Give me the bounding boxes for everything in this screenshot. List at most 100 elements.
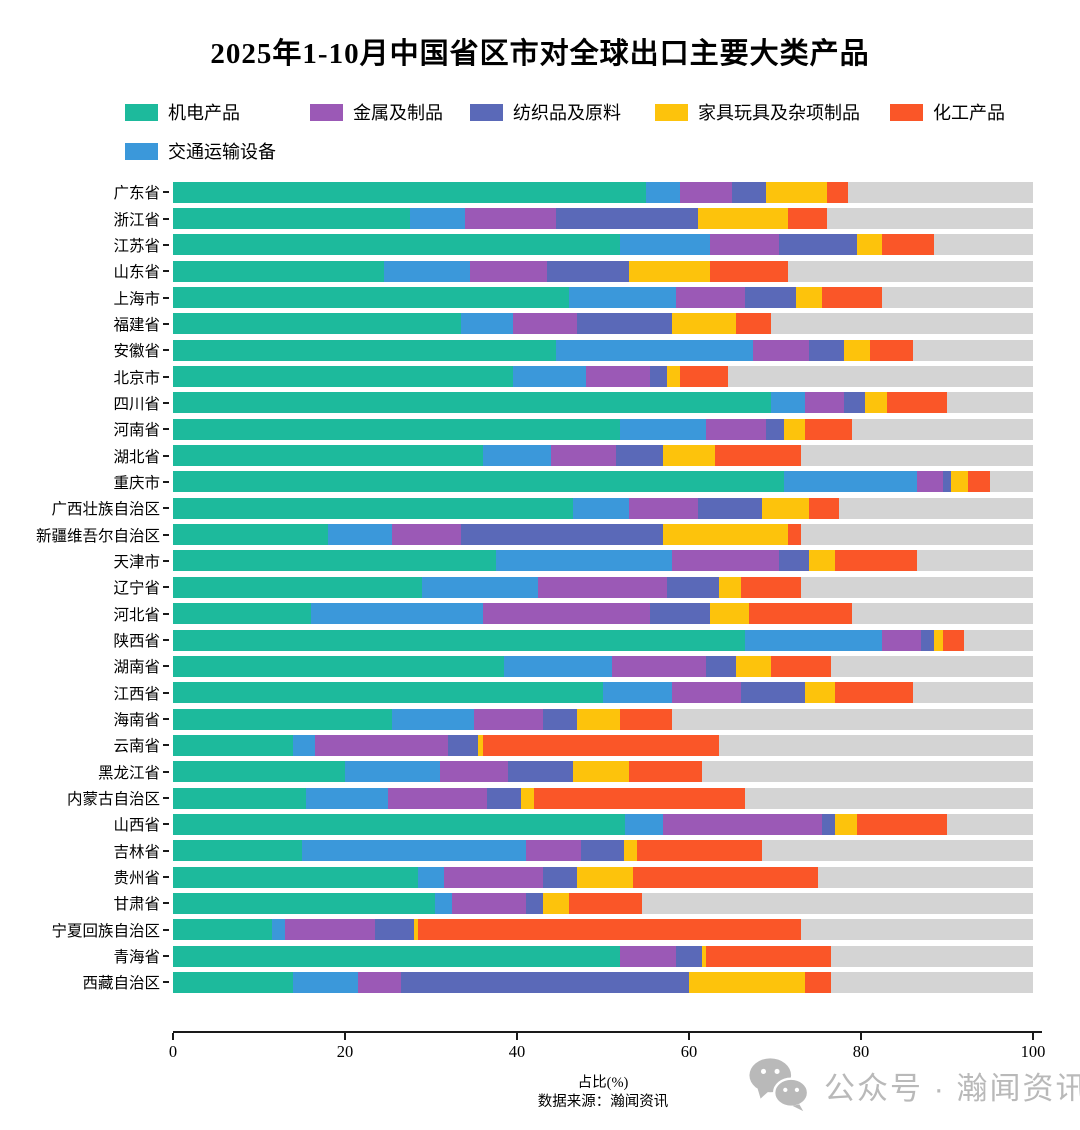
bar-segment — [667, 576, 720, 598]
bar-track — [173, 392, 1033, 414]
y-tick-mark — [163, 322, 169, 325]
y-tick-mark — [163, 691, 169, 694]
bar-segment — [805, 392, 844, 414]
bar-segment — [942, 471, 952, 493]
bar-segment — [418, 919, 801, 941]
bar-segment — [452, 892, 526, 914]
bar-segment — [671, 682, 741, 704]
bar-segment — [676, 945, 702, 967]
legend-swatch-icon — [125, 103, 158, 121]
bar-segment — [495, 550, 672, 572]
legend-swatch-icon — [655, 103, 688, 121]
legend-item-label: 交通运输设备 — [168, 142, 276, 162]
watermark: 公众号 · 瀚闻资讯 — [748, 1056, 1080, 1114]
bar-segment — [779, 234, 857, 256]
bar-segment — [400, 971, 689, 993]
bar-segment — [766, 181, 827, 203]
y-tick-mark — [163, 823, 169, 826]
bar-row: 河南省 — [0, 416, 1033, 442]
bar-segment — [173, 366, 513, 388]
category-label: 福建省 — [113, 316, 160, 334]
bar-segment — [581, 840, 625, 862]
bar-segment — [173, 445, 483, 467]
category-label: 湖南省 — [113, 659, 160, 677]
bar-segment — [620, 234, 711, 256]
bar-segment — [697, 497, 763, 519]
bar-segment — [835, 550, 917, 572]
bar-segment — [473, 708, 543, 730]
bar-segment — [869, 339, 913, 361]
bar-track — [173, 550, 1033, 572]
category-label: 江苏省 — [113, 237, 160, 255]
bar-segment — [740, 682, 806, 704]
legend-item-label: 化工产品 — [933, 103, 1005, 123]
bar-segment — [740, 576, 801, 598]
bar-segment — [478, 734, 483, 756]
bar-segment — [921, 629, 935, 651]
y-tick-mark — [163, 849, 169, 852]
category-label: 河南省 — [113, 422, 160, 440]
bar-track — [173, 366, 1033, 388]
y-tick-mark — [163, 612, 169, 615]
bar-segment — [865, 392, 887, 414]
legend-item-label: 纺织品及原料 — [513, 103, 621, 123]
bar-segment — [173, 260, 384, 282]
bar-segment — [744, 629, 883, 651]
bar-segment — [671, 313, 737, 335]
category-label: 贵州省 — [113, 870, 160, 888]
bar-row: 福建省 — [0, 311, 1033, 337]
bar-segment — [173, 550, 496, 572]
bar-track — [173, 629, 1033, 651]
watermark-text: 公众号 · 瀚闻资讯 — [824, 1070, 1080, 1106]
category-label: 青海省 — [113, 949, 160, 967]
category-label: 四川省 — [113, 395, 160, 413]
bar-segment — [422, 576, 539, 598]
bar-segment — [710, 260, 788, 282]
bar-segment — [809, 497, 840, 519]
bar-segment — [680, 181, 732, 203]
bar-segment — [173, 208, 410, 230]
bar-segment — [173, 787, 307, 809]
bar-segment — [173, 708, 393, 730]
bar-segment — [779, 550, 810, 572]
bar-segment — [744, 287, 797, 309]
bar-segment — [387, 787, 487, 809]
bar-row: 新疆维吾尔自治区 — [0, 521, 1033, 547]
bar-segment — [603, 682, 672, 704]
bar-segment — [749, 603, 853, 625]
bar-segment — [173, 418, 621, 440]
bar-segment — [719, 576, 741, 598]
bar-segment — [568, 892, 642, 914]
bar-segment — [173, 682, 603, 704]
bar-track — [173, 761, 1033, 783]
y-tick-mark — [163, 349, 169, 352]
x-tick-label: 80 — [852, 1042, 870, 1061]
category-label: 黑龙江省 — [97, 764, 160, 782]
bar-segment — [783, 418, 806, 440]
bar-segment — [882, 234, 935, 256]
y-tick-mark — [163, 928, 169, 931]
category-label: 山东省 — [113, 264, 160, 282]
bar-segment — [439, 761, 509, 783]
bar-row: 重庆市 — [0, 469, 1033, 495]
x-axis-line — [173, 1031, 1042, 1033]
bar-segment — [783, 471, 917, 493]
category-label: 天津市 — [113, 553, 160, 571]
category-label: 浙江省 — [113, 211, 160, 229]
bar-row: 宁夏回族自治区 — [0, 917, 1033, 943]
bar-segment — [762, 497, 810, 519]
bar-track — [173, 445, 1033, 467]
bar-row: 青海省 — [0, 943, 1033, 969]
bar-segment — [766, 418, 784, 440]
bar-row: 海南省 — [0, 706, 1033, 732]
bar-segment — [706, 655, 737, 677]
bar-row: 广东省 — [0, 179, 1033, 205]
bar-segment — [173, 629, 745, 651]
x-tick-label: 20 — [336, 1042, 354, 1061]
bar-segment — [409, 208, 466, 230]
bar-segment — [504, 655, 612, 677]
y-tick-mark — [163, 559, 169, 562]
data-source-note: 数据来源：瀚闻资讯 — [537, 1094, 669, 1110]
bar-segment — [916, 471, 943, 493]
bar-row: 云南省 — [0, 732, 1033, 758]
